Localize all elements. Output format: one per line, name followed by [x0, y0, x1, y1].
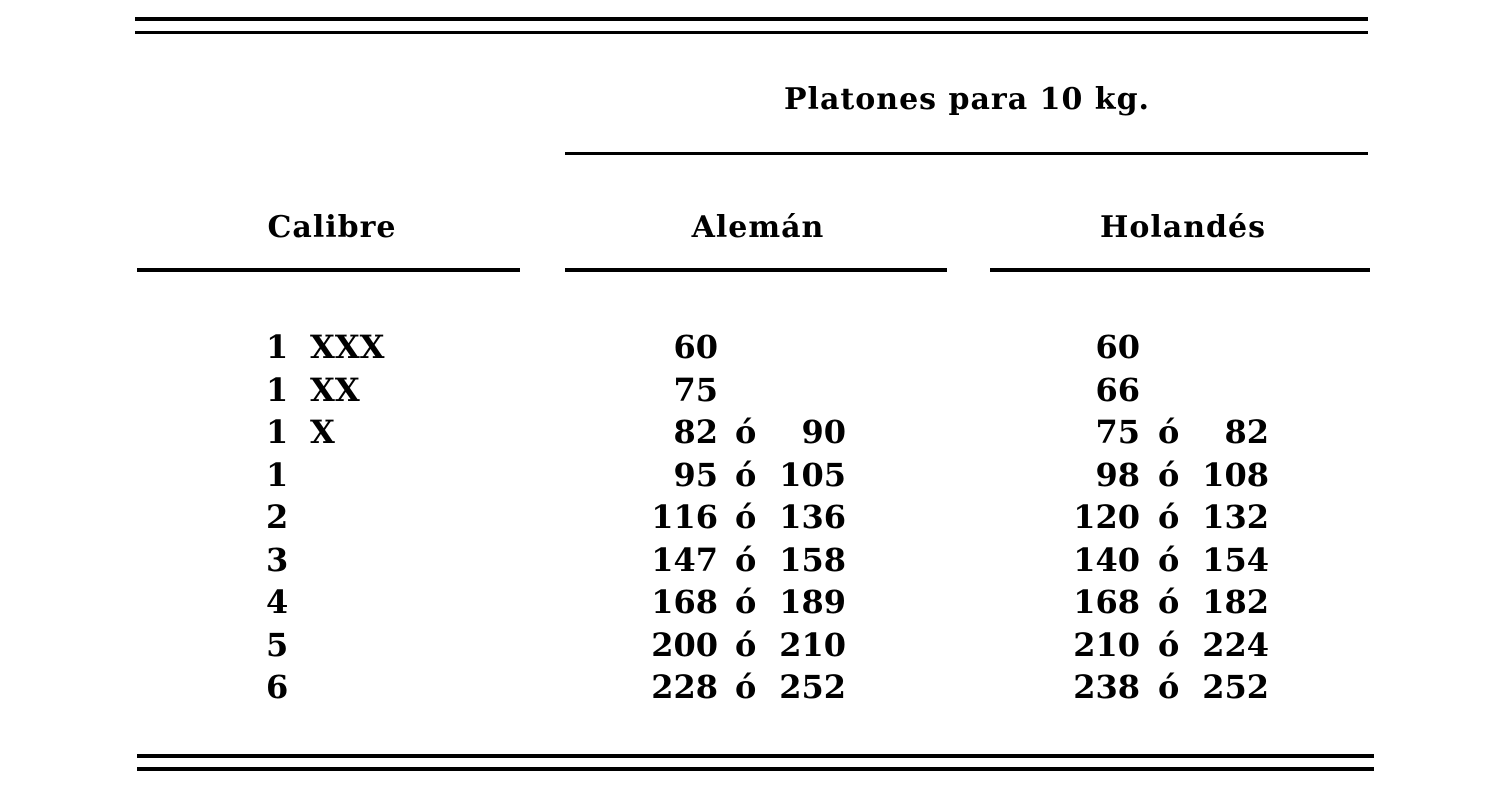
holandes-min: 60	[1095, 328, 1140, 366]
aleman-separator: ó	[735, 625, 757, 664]
aleman-separator: ó	[735, 540, 757, 579]
calibre-mark: XX	[310, 370, 360, 409]
aleman-max: 105	[779, 455, 846, 494]
group-header: Platones para 10 kg.	[784, 82, 1150, 117]
aleman-header-rule	[565, 268, 947, 272]
holandes-header-rule	[990, 268, 1370, 272]
calibre-mark: X	[310, 413, 335, 451]
aleman-separator: ó	[735, 583, 757, 621]
aleman-separator: ó	[735, 668, 757, 706]
calibre-number: 5	[266, 625, 289, 664]
holandes-separator: ó	[1158, 413, 1180, 451]
table-row: 1 XX 75 66	[0, 371, 1500, 413]
top-rule-2	[135, 31, 1368, 34]
aleman-max: 210	[779, 625, 846, 664]
aleman-max: 90	[801, 413, 846, 451]
holandes-separator: ó	[1158, 583, 1180, 621]
calibre-number: 3	[266, 540, 289, 579]
holandes-min: 140	[1073, 540, 1140, 579]
aleman-min: 200	[651, 625, 718, 664]
calibre-mark: XXX	[310, 328, 385, 366]
holandes-min: 238	[1073, 668, 1140, 706]
holandes-min: 66	[1095, 370, 1140, 409]
aleman-max: 189	[779, 583, 846, 621]
calibre-header-rule	[137, 268, 520, 272]
holandes-max: 182	[1202, 583, 1269, 621]
table-row: 4 168 189 168 182 ó ó	[0, 583, 1500, 625]
holandes-min: 210	[1073, 625, 1140, 664]
aleman-min: 82	[673, 413, 718, 451]
aleman-min: 228	[651, 668, 718, 706]
holandes-separator: ó	[1158, 455, 1180, 494]
column-header-holandes: Holandés	[1100, 210, 1266, 245]
aleman-min: 168	[651, 583, 718, 621]
aleman-separator: ó	[735, 455, 757, 494]
top-rule-1	[135, 17, 1368, 21]
aleman-separator: ó	[735, 413, 757, 451]
holandes-separator: ó	[1158, 498, 1180, 536]
aleman-min: 60	[673, 328, 718, 366]
calibre-number: 1	[266, 413, 289, 451]
table-row: 5 200 210 210 224 ó ó	[0, 626, 1500, 668]
calibre-number: 1	[266, 328, 289, 366]
group-header-rule	[565, 152, 1368, 155]
aleman-min: 147	[651, 540, 718, 579]
aleman-separator: ó	[735, 498, 757, 536]
holandes-max: 132	[1202, 498, 1269, 536]
calibre-number: 1	[266, 370, 289, 409]
aleman-min: 75	[673, 370, 718, 409]
calibre-number: 4	[266, 583, 289, 621]
aleman-min: 95	[673, 455, 718, 494]
aleman-max: 136	[779, 498, 846, 536]
table-row: 1 X 82 90 75 82 ó ó	[0, 413, 1500, 455]
bottom-rule-2	[137, 767, 1374, 771]
holandes-separator: ó	[1158, 625, 1180, 664]
aleman-max: 252	[779, 668, 846, 706]
holandes-min: 98	[1095, 455, 1140, 494]
column-header-aleman: Alemán	[691, 210, 825, 245]
holandes-min: 168	[1073, 583, 1140, 621]
table-row: 2 116 136 120 132 ó ó	[0, 498, 1500, 540]
table-row: 1 95 105 98 108 ó ó	[0, 456, 1500, 498]
holandes-separator: ó	[1158, 668, 1180, 706]
holandes-max: 82	[1224, 413, 1269, 451]
holandes-min: 75	[1095, 413, 1140, 451]
table-row: 6 228 252 238 252 ó ó	[0, 668, 1500, 710]
holandes-max: 154	[1202, 540, 1269, 579]
calibre-number: 2	[266, 498, 289, 536]
holandes-max: 108	[1202, 455, 1269, 494]
holandes-max: 252	[1202, 668, 1269, 706]
aleman-min: 116	[651, 498, 718, 536]
column-header-calibre: Calibre	[267, 210, 397, 245]
holandes-min: 120	[1073, 498, 1140, 536]
holandes-max: 224	[1202, 625, 1269, 664]
holandes-separator: ó	[1158, 540, 1180, 579]
table-row: 3 147 158 140 154 ó ó	[0, 541, 1500, 583]
calibre-number: 1	[266, 455, 289, 494]
bottom-rule-1	[137, 754, 1374, 758]
calibre-number: 6	[266, 668, 289, 706]
table-row: 1 XXX 60 60	[0, 328, 1500, 370]
aleman-max: 158	[779, 540, 846, 579]
